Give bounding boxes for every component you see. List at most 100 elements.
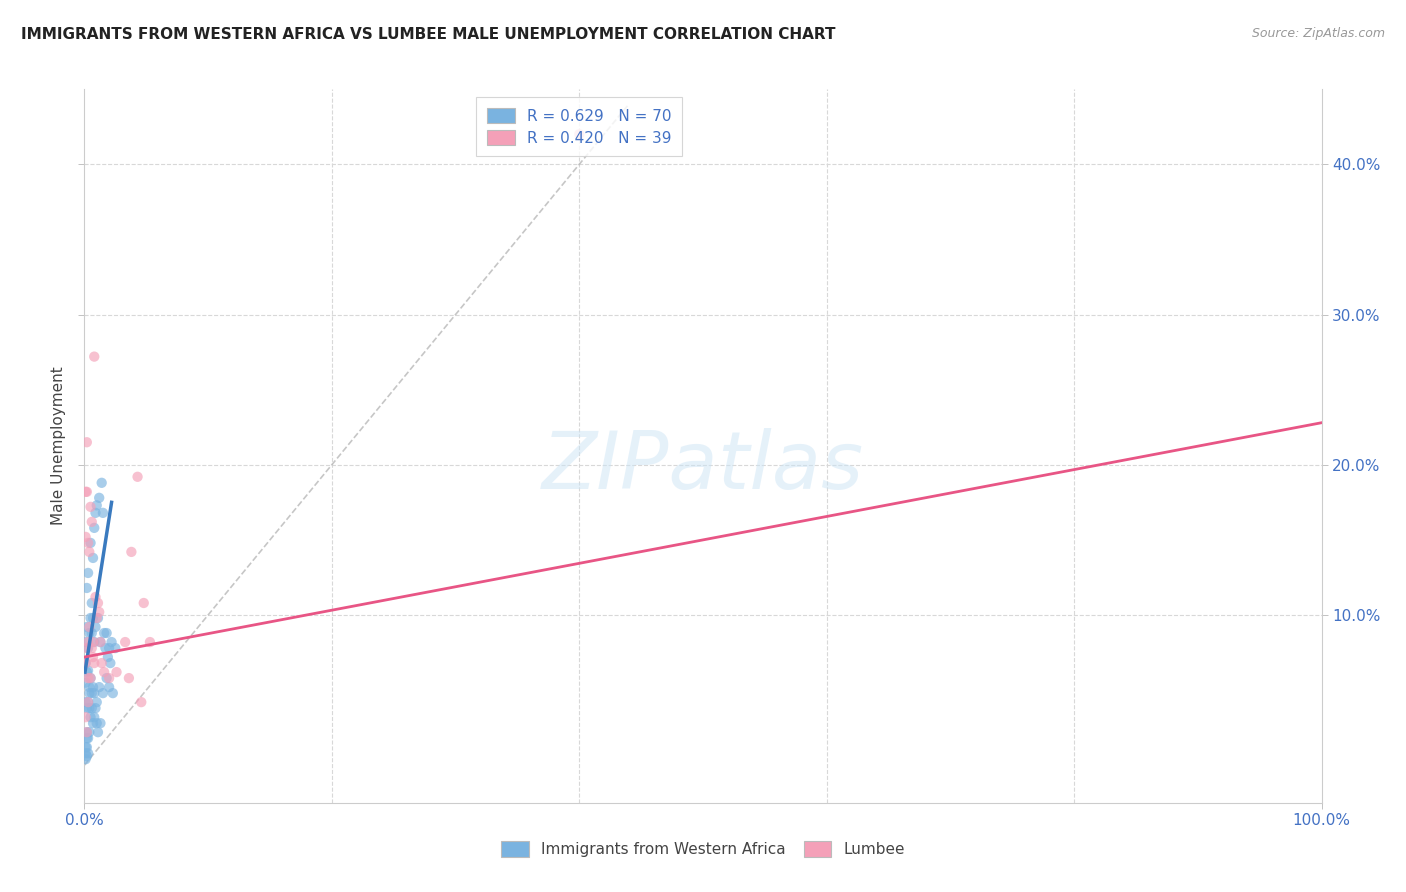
Text: IMMIGRANTS FROM WESTERN AFRICA VS LUMBEE MALE UNEMPLOYMENT CORRELATION CHART: IMMIGRANTS FROM WESTERN AFRICA VS LUMBEE… (21, 27, 835, 42)
Point (76, 725, 98, 739)
Point (77, 536, 100, 550)
Point (83, 635, 105, 649)
Point (90, 475, 112, 490)
Point (100, 635, 122, 649)
Point (90, 656, 112, 670)
Point (80, 626, 103, 640)
Point (79, 545, 101, 559)
Point (76, 581, 98, 595)
Point (80, 686, 103, 700)
Point (86, 499, 108, 513)
Point (83, 710, 105, 724)
Point (75, 656, 97, 670)
Point (89, 680, 111, 694)
Text: ZIPatlas: ZIPatlas (541, 428, 865, 507)
Point (97, 650, 120, 665)
Point (83, 521, 105, 535)
Point (118, 671, 141, 685)
Point (79, 710, 101, 724)
Point (98, 656, 121, 670)
Point (82, 550, 104, 565)
Point (79, 611, 101, 625)
Point (86, 611, 108, 625)
Point (79, 686, 101, 700)
Point (76, 435, 98, 450)
Point (77, 671, 100, 685)
Point (75, 710, 97, 724)
Point (87, 611, 110, 625)
Point (84, 506, 107, 520)
Point (76, 740, 98, 755)
Point (77, 566, 100, 580)
Point (120, 545, 142, 559)
Point (104, 641, 127, 656)
Point (79, 536, 101, 550)
Point (77, 746, 100, 760)
Point (76, 484, 98, 499)
Point (75, 752, 97, 766)
Point (101, 686, 124, 700)
Point (89, 635, 111, 649)
Point (75, 635, 97, 649)
Point (83, 350, 105, 364)
Point (76, 731, 98, 746)
Point (127, 470, 149, 484)
Point (77, 695, 100, 709)
Point (129, 695, 152, 709)
Point (114, 635, 136, 649)
Text: Source: ZipAtlas.com: Source: ZipAtlas.com (1251, 27, 1385, 40)
Point (79, 500, 101, 514)
Point (76, 701, 98, 715)
Point (75, 746, 97, 760)
Point (75, 656, 97, 670)
Point (82, 650, 104, 665)
Point (96, 671, 118, 685)
Point (82, 611, 104, 625)
Point (76, 749, 98, 764)
Point (83, 686, 105, 700)
Point (79, 620, 101, 634)
Point (76, 725, 98, 739)
Point (93, 626, 115, 640)
Point (139, 635, 162, 649)
Point (80, 515, 103, 529)
Point (75, 695, 97, 709)
Point (75, 530, 97, 544)
Point (82, 635, 104, 649)
Point (76, 641, 98, 656)
Point (80, 596, 103, 610)
Point (84, 590, 107, 604)
Point (98, 641, 121, 656)
Point (86, 695, 108, 709)
Point (83, 656, 105, 670)
Point (76, 620, 98, 634)
Legend: Immigrants from Western Africa, Lumbee: Immigrants from Western Africa, Lumbee (492, 832, 914, 866)
Point (98, 680, 121, 694)
Point (89, 605, 111, 619)
Point (91, 686, 114, 700)
Y-axis label: Male Unemployment: Male Unemployment (51, 367, 66, 525)
Point (77, 664, 100, 678)
Point (89, 491, 111, 505)
Point (76, 665, 98, 679)
Point (75, 740, 97, 755)
Point (77, 635, 100, 649)
Point (87, 725, 110, 739)
Point (79, 701, 101, 715)
Point (79, 725, 101, 739)
Point (98, 671, 121, 685)
Point (89, 635, 111, 649)
Point (86, 716, 108, 731)
Point (89, 716, 111, 731)
Point (94, 641, 117, 656)
Point (79, 671, 101, 685)
Point (77, 641, 100, 656)
Point (79, 680, 101, 694)
Point (87, 596, 110, 610)
Point (84, 620, 107, 634)
Point (77, 731, 100, 746)
Point (93, 665, 115, 679)
Point (77, 695, 100, 709)
Point (82, 680, 104, 694)
Point (84, 701, 107, 715)
